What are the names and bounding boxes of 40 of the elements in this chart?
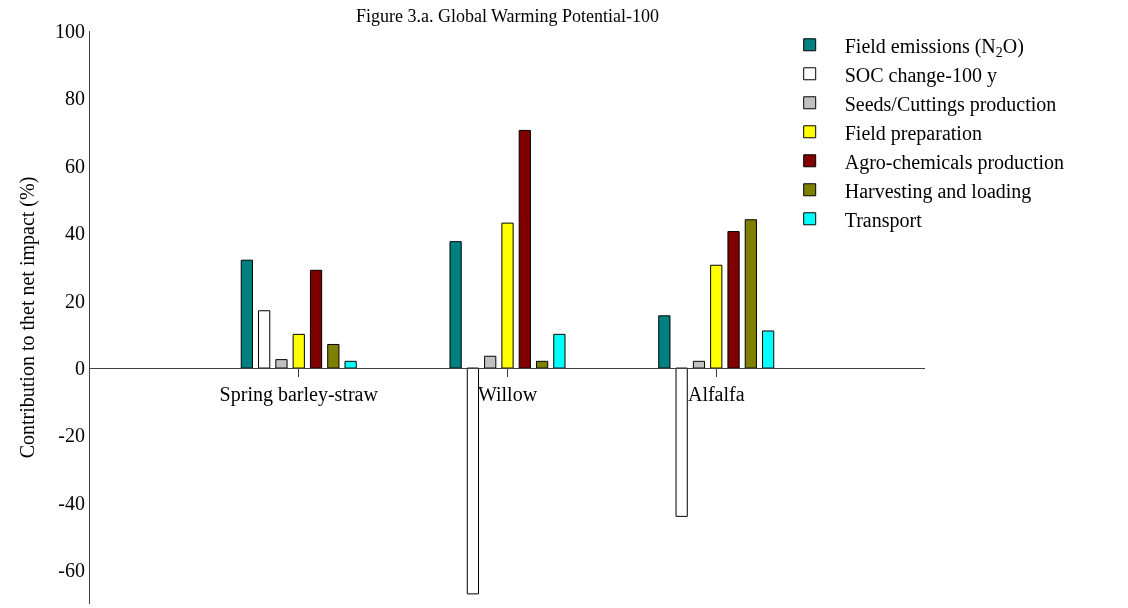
legend-label: Seeds/Cuttings production bbox=[844, 92, 1057, 116]
bar bbox=[466, 367, 480, 595]
bar bbox=[258, 310, 271, 369]
legend-label: Field emissions (N$_{2}$O) bbox=[844, 34, 1024, 60]
bar bbox=[518, 129, 531, 369]
y-tick-label: -60 bbox=[58, 559, 85, 582]
x-tick-label: Spring barley-straw bbox=[219, 383, 379, 407]
y-tick-label: 100 bbox=[55, 20, 85, 42]
bar bbox=[744, 219, 757, 369]
bar bbox=[344, 360, 357, 369]
bar bbox=[553, 333, 566, 369]
y-axis-title: Contribution to thet net impact (%) bbox=[15, 176, 39, 459]
bar bbox=[292, 333, 305, 369]
legend-label: Field preparation bbox=[844, 121, 982, 145]
x-tick-label: Willow bbox=[477, 383, 538, 406]
y-tick-label: -20 bbox=[58, 424, 85, 447]
legend-label: Harvesting and loading bbox=[844, 179, 1032, 203]
bar bbox=[484, 355, 497, 369]
bar bbox=[710, 264, 723, 369]
y-tick-label: 0 bbox=[75, 357, 85, 380]
bar bbox=[309, 269, 323, 369]
legend-label: SOC change-100 y bbox=[844, 63, 997, 87]
bar bbox=[275, 359, 288, 369]
bar bbox=[449, 241, 462, 369]
bar bbox=[240, 259, 253, 369]
bar bbox=[762, 330, 775, 369]
y-tick-label: 40 bbox=[65, 222, 85, 245]
y-tick-label: 80 bbox=[65, 87, 85, 110]
y-tick-label: -40 bbox=[58, 491, 85, 514]
y-tick-label: 20 bbox=[65, 289, 85, 312]
bar bbox=[501, 222, 514, 369]
y-tick-label: 60 bbox=[65, 154, 85, 177]
bar bbox=[327, 343, 340, 369]
bar bbox=[658, 315, 671, 369]
bar bbox=[727, 231, 740, 369]
legend-label: Agro-chemicals production bbox=[844, 150, 1065, 174]
legend-label: Transport bbox=[844, 208, 923, 232]
bar bbox=[675, 367, 688, 517]
chart-title: Figure 3.a. Global Warming Potential-100 bbox=[355, 5, 660, 26]
x-tick-label: Alfalfa bbox=[687, 383, 745, 406]
